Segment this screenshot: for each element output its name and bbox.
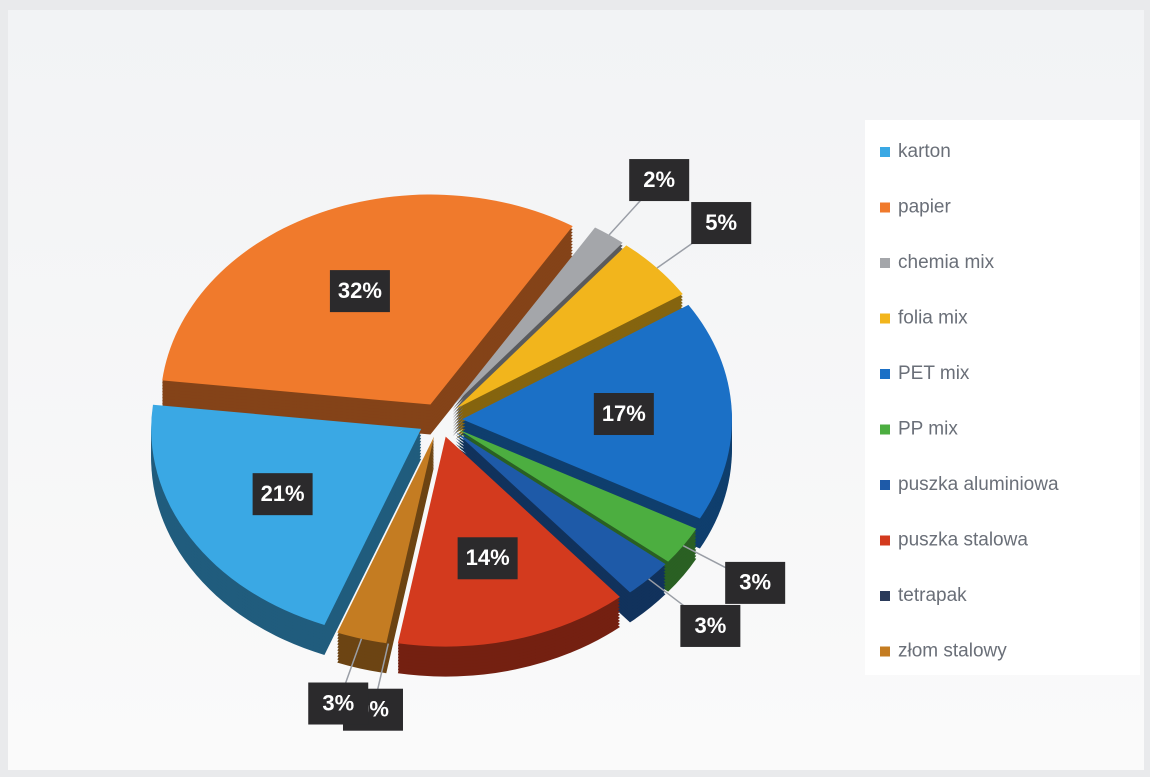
data-label: 5% (705, 210, 737, 235)
data-label: 32% (338, 278, 382, 303)
legend-label: PP mix (898, 419, 958, 440)
legend-label: chemia mix (898, 252, 995, 273)
legend-label: złom stalowy (898, 641, 1007, 662)
legend-label: puszka aluminiowa (898, 474, 1059, 495)
slice (452, 227, 623, 407)
legend-label: papier (898, 197, 951, 218)
legend-label: karton (898, 141, 951, 162)
label-box (593, 393, 654, 436)
legend-marker (880, 646, 890, 657)
data-label: 3% (694, 613, 726, 638)
legend-marker (880, 424, 890, 435)
label-box (725, 561, 786, 604)
label-box (308, 682, 369, 725)
data-label: 21% (261, 481, 305, 506)
legend-label: PET mix (898, 363, 970, 384)
legend-box (865, 120, 1140, 675)
legend-marker (880, 535, 890, 546)
data-label: 2% (643, 167, 675, 192)
slice (458, 429, 697, 562)
label-box (252, 473, 313, 516)
data-label: 17% (602, 401, 646, 426)
legend-marker (880, 313, 890, 324)
slice (337, 436, 435, 644)
slice (456, 245, 683, 409)
legend-marker (880, 369, 890, 379)
data-label: 3% (739, 570, 771, 595)
data-label: 14% (466, 545, 510, 570)
legend-marker (880, 591, 890, 601)
label-box (629, 159, 690, 202)
legend-marker (880, 258, 890, 268)
label-box (680, 604, 741, 647)
label-box (329, 270, 390, 313)
legend-marker (880, 147, 890, 157)
slice (455, 432, 666, 593)
label-box (457, 537, 518, 580)
legend-label: puszka stalowa (898, 530, 1028, 551)
legend-marker (880, 480, 890, 490)
legend-label: folia mix (898, 308, 968, 329)
label-box (691, 202, 752, 245)
legend-marker (880, 202, 890, 213)
legend-label: tetrapak (898, 585, 967, 606)
data-label: 3% (322, 690, 354, 715)
